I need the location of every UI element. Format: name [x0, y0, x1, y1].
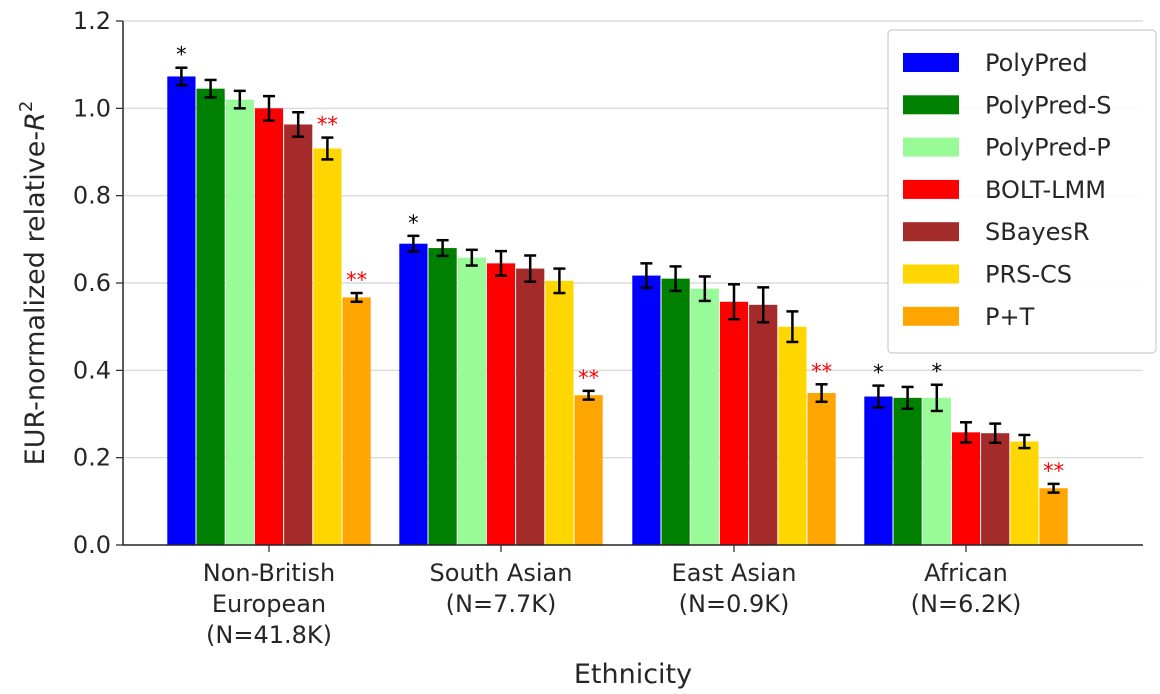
x-tick-label: South Asian	[430, 559, 573, 587]
y-tick-label: 0.4	[73, 356, 111, 384]
bar	[516, 268, 545, 545]
error-bars	[175, 66, 1060, 494]
legend-label: PolyPred-S	[985, 91, 1111, 119]
x-tick-label: (N=41.8K)	[206, 621, 332, 649]
y-tick-label: 1.2	[73, 7, 111, 35]
x-axis-title: Ethnicity	[574, 659, 692, 690]
axes	[116, 20, 1143, 552]
bar	[574, 395, 603, 545]
legend-label: PRS-CS	[985, 261, 1072, 289]
bar	[778, 326, 807, 545]
significance-markers: *** ******* ****	[176, 43, 1064, 483]
legend-label: PolyPred-P	[985, 134, 1111, 162]
bar	[661, 278, 690, 545]
significance-marker: **	[578, 366, 599, 390]
bars	[167, 76, 1068, 546]
bar	[545, 280, 574, 545]
bar	[399, 243, 428, 545]
y-axis-title-symbol: R	[20, 112, 51, 131]
bar	[864, 396, 893, 545]
bar	[922, 397, 951, 545]
legend-swatch	[903, 95, 959, 115]
legend-label: P+T	[985, 303, 1035, 331]
significance-marker: **	[317, 113, 338, 137]
y-tick-label: 0.6	[73, 269, 111, 297]
x-tick-label: Non-British	[203, 559, 335, 587]
bar	[196, 88, 225, 545]
significance-marker: **	[346, 268, 367, 292]
legend-swatch	[903, 222, 959, 242]
legend-swatch	[903, 53, 959, 72]
bar	[951, 432, 981, 545]
x-tick-label: (N=0.9K)	[679, 590, 790, 618]
x-tick-label: European	[212, 590, 326, 618]
x-tick-label: East Asian	[672, 559, 797, 587]
bar	[342, 297, 371, 545]
bar	[313, 148, 342, 546]
legend-swatch	[903, 306, 959, 326]
x-tick-label: (N=6.2K)	[911, 590, 1022, 618]
bar	[254, 108, 284, 545]
legend-swatch	[903, 264, 959, 284]
x-tick-label: (N=7.7K)	[446, 590, 557, 618]
bar	[981, 433, 1010, 545]
bar	[719, 301, 749, 545]
bar	[1039, 488, 1068, 545]
y-axis-title-text: EUR-normalized relative-	[20, 131, 51, 465]
y-tick-label: 0.8	[73, 182, 111, 210]
bar	[225, 99, 254, 545]
significance-marker: *	[176, 43, 187, 67]
significance-marker: **	[1043, 459, 1064, 483]
legend-swatch	[903, 137, 959, 157]
legend-label: PolyPred	[985, 49, 1088, 77]
significance-marker: *	[932, 360, 943, 384]
bar	[749, 304, 778, 545]
legend-label: SBayesR	[985, 218, 1090, 246]
bar	[284, 124, 313, 546]
x-tick-label: African	[924, 559, 1008, 587]
bar	[457, 257, 486, 545]
y-axis-title: EUR-normalized relative-R2	[16, 101, 51, 466]
y-tick-label: 1.0	[73, 94, 111, 122]
y-axis-title-superscript: 2	[16, 101, 37, 112]
legend-label: BOLT-LMM	[985, 176, 1106, 204]
bar	[632, 275, 661, 545]
bar	[807, 393, 836, 545]
significance-marker: **	[811, 359, 832, 383]
bar	[167, 76, 196, 545]
legend: PolyPred PolyPred-S PolyPred-P BOLT-LMM SBay…	[887, 29, 1157, 354]
x-tick-labels: Non-British European (N=41.8K) South Asian (…	[203, 559, 1022, 649]
significance-marker: *	[873, 361, 884, 385]
y-tick-labels: 0.0 0.2 0.4 0.6 0.8 1.0 1.2	[73, 7, 111, 559]
significance-marker: *	[408, 211, 419, 235]
bar	[486, 263, 516, 545]
bar	[690, 288, 719, 545]
bar	[428, 248, 457, 546]
y-tick-label: 0.0	[73, 531, 111, 559]
legend-swatch	[903, 179, 959, 199]
bar	[893, 397, 922, 545]
bar	[1010, 441, 1039, 545]
y-tick-label: 0.2	[73, 444, 111, 472]
